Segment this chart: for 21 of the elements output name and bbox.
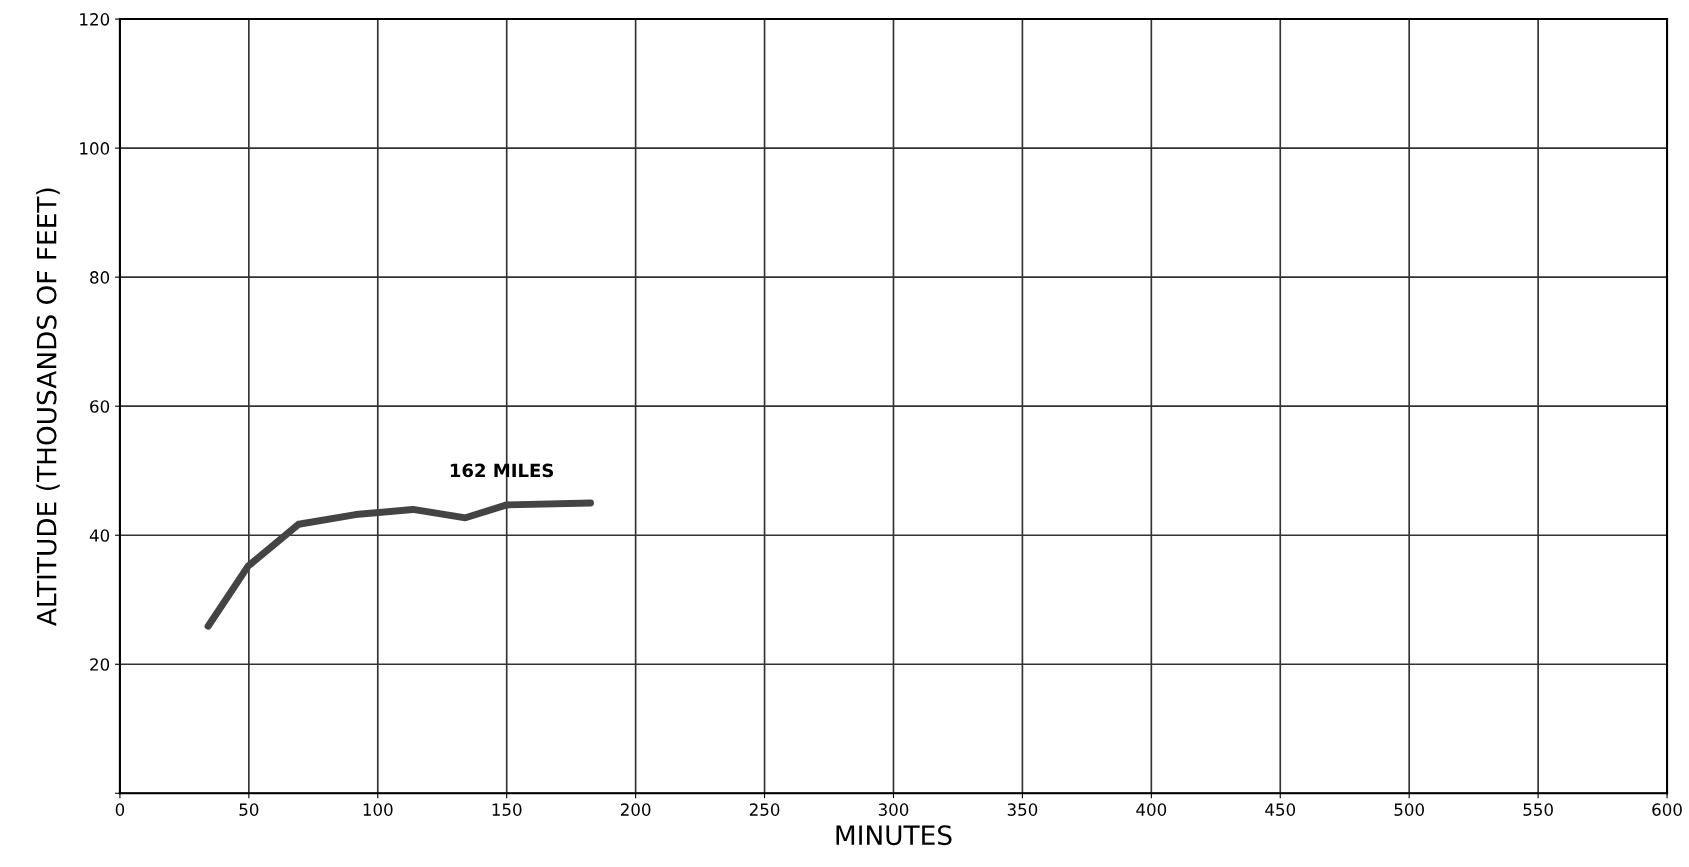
x-tick-label: 600	[1652, 803, 1682, 816]
y-tick-label: 120	[80, 13, 110, 26]
y-axis-title: ALTITUDE (THOUSANDS OF FEET)	[36, 188, 60, 626]
x-axis-title: MINUTES	[836, 825, 952, 846]
x-tick-label: 300	[878, 803, 909, 816]
x-tick-label: 200	[620, 803, 651, 816]
y-tick-label: 60	[90, 400, 110, 413]
y-tick-label: 40	[89, 529, 110, 542]
y-tick-label: 80	[90, 271, 110, 284]
x-tick-label: 50	[239, 803, 259, 816]
y-tick-label: 20	[90, 658, 110, 671]
x-tick-label: 400	[1136, 803, 1167, 816]
x-tick-label: 150	[492, 803, 522, 816]
y-tick-label: 100	[80, 142, 110, 155]
x-tick-label: 0	[115, 803, 125, 816]
x-tick-label: 350	[1007, 803, 1038, 816]
x-tick-label: 450	[1265, 803, 1296, 816]
x-tick-label: 250	[749, 803, 780, 816]
x-tick-label: 100	[363, 803, 393, 816]
x-tick-label: 500	[1394, 803, 1424, 816]
x-tick-label: 550	[1523, 803, 1553, 816]
